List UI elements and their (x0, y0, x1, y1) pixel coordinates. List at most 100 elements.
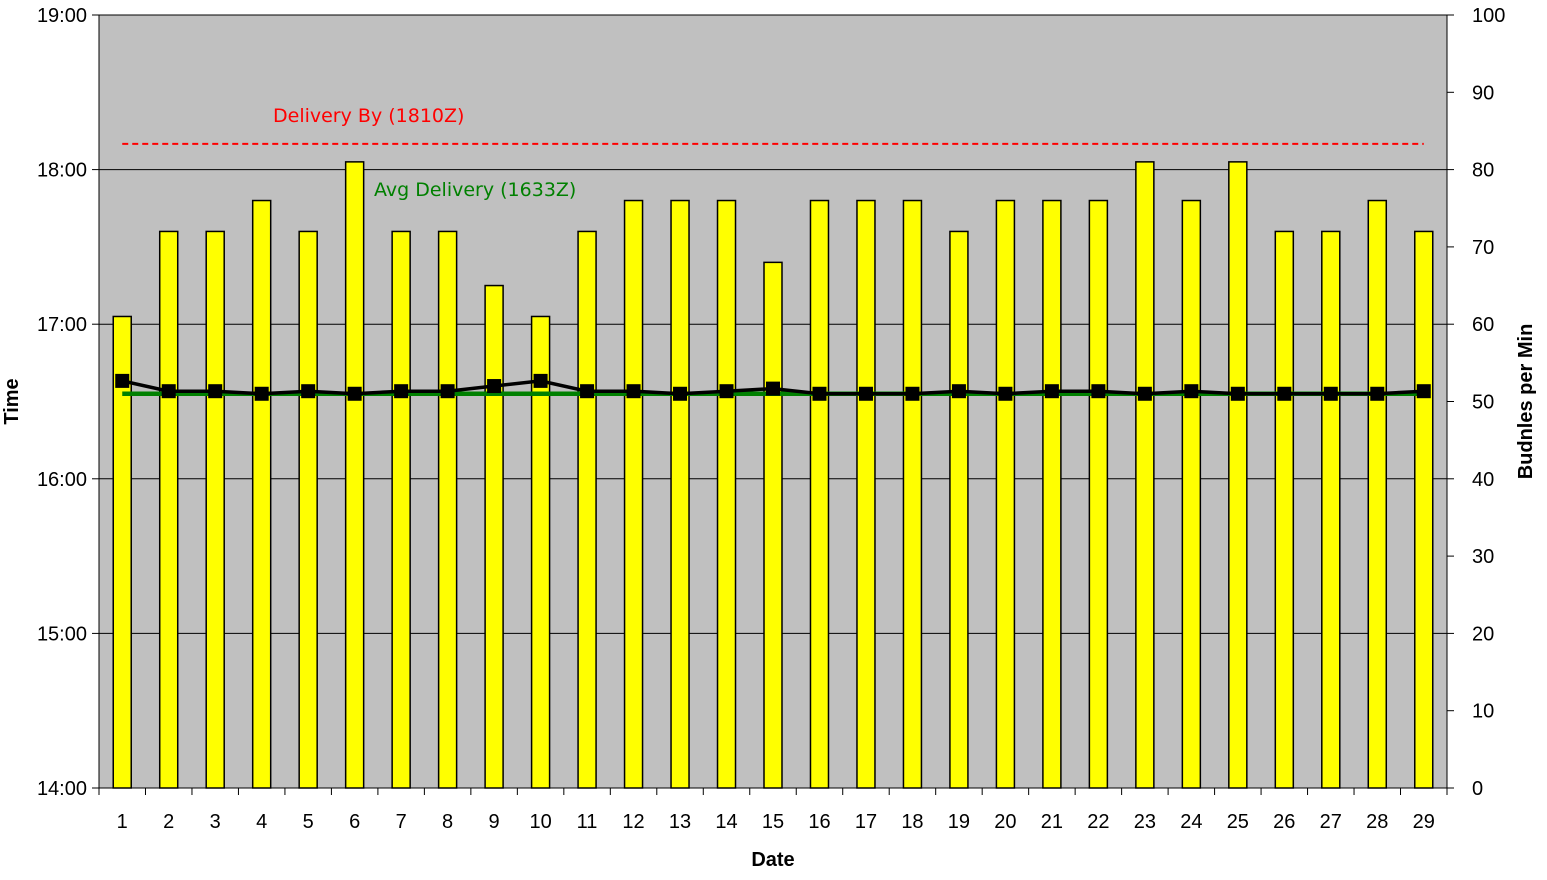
x-tick-label: 24 (1180, 811, 1202, 833)
data-point-marker (1370, 386, 1385, 401)
data-point-marker (1137, 386, 1152, 401)
x-tick-label: 9 (489, 811, 500, 833)
left-y-axis-title: Time (1, 378, 23, 424)
data-point-marker (487, 379, 502, 394)
data-point-marker (301, 384, 316, 399)
x-tick-label: 11 (577, 811, 598, 833)
x-tick-label: 18 (901, 811, 923, 833)
axis-labels: 14:00 15:00 16:00 17:00 18:00 19:00 0 10 20 30 40 5… (37, 5, 1505, 833)
x-tick-label: 7 (396, 811, 407, 833)
line-series (115, 373, 1431, 401)
bar (1088, 199, 1109, 789)
data-point-marker (580, 384, 595, 399)
left-tick-label: 14:00 (37, 778, 87, 800)
data-point-marker (347, 386, 362, 401)
bar (763, 261, 783, 789)
data-point-marker (394, 384, 409, 399)
x-tick-label: 5 (303, 811, 314, 833)
data-point-marker (161, 384, 176, 399)
bar (1228, 161, 1248, 789)
x-tick-label: 23 (1134, 811, 1156, 833)
bar (716, 199, 737, 789)
bar (670, 199, 690, 789)
right-tick-label: 10 (1472, 701, 1494, 723)
x-tick-label: 4 (256, 811, 267, 833)
x-tick-label: 13 (669, 811, 691, 833)
data-point-marker (1044, 384, 1059, 399)
bar (1414, 230, 1434, 789)
bar (251, 199, 272, 789)
x-tick-label: 19 (948, 811, 970, 833)
bar (437, 230, 458, 789)
data-point-marker (1184, 384, 1199, 399)
data-point-marker (858, 386, 873, 401)
x-tick-label: 16 (808, 811, 830, 833)
left-tick-label: 19:00 (37, 5, 87, 27)
delivery-by-label: Delivery By (1810Z) (273, 105, 464, 127)
data-point-marker (673, 386, 688, 401)
right-y-axis-title: Budnles per Min (1515, 324, 1537, 480)
x-tick-label: 20 (994, 811, 1016, 833)
bar (1367, 199, 1388, 789)
x-tick-label: 3 (210, 811, 221, 833)
right-tick-label: 70 (1472, 237, 1494, 259)
x-tick-label: 15 (762, 811, 784, 833)
data-point-marker (1091, 384, 1106, 399)
right-tick-label: 20 (1472, 623, 1494, 645)
data-point-marker (719, 384, 734, 399)
bar (205, 230, 225, 789)
right-tick-label: 80 (1472, 160, 1494, 182)
data-point-marker (766, 381, 780, 396)
x-tick-label: 22 (1087, 811, 1109, 833)
bar (623, 199, 644, 789)
x-tick-label: 25 (1227, 811, 1249, 833)
bar (577, 230, 597, 789)
data-point-marker (254, 386, 269, 401)
bar (1135, 161, 1155, 789)
right-tick-label: 50 (1472, 392, 1494, 414)
bar-series (112, 161, 1434, 789)
right-tick-label: 60 (1472, 314, 1494, 336)
data-point-marker (626, 384, 641, 399)
avg-delivery-label: Avg Delivery (1633Z) (374, 179, 576, 201)
left-tick-label: 16:00 (37, 469, 87, 491)
right-tick-label: 90 (1472, 82, 1494, 104)
right-tick-label: 100 (1472, 5, 1505, 27)
data-point-marker (115, 373, 130, 388)
plot-border (98, 14, 1448, 789)
x-tick-label: 6 (349, 811, 360, 833)
bar (344, 161, 365, 789)
x-tick-label: 10 (529, 811, 551, 833)
x-tick-label: 1 (117, 811, 128, 833)
x-tick-label: 14 (715, 811, 737, 833)
x-tick-label: 12 (622, 811, 644, 833)
data-point-marker (998, 386, 1013, 401)
x-tick-label: 2 (163, 811, 174, 833)
bar (949, 230, 969, 789)
left-tick-label: 17:00 (37, 314, 87, 336)
x-tick-label: 21 (1041, 811, 1063, 833)
data-point-marker (208, 384, 223, 399)
bar (1321, 230, 1341, 789)
left-tick-label: 15:00 (37, 623, 87, 645)
x-axis-title: Date (751, 849, 794, 871)
data-point-marker (951, 384, 966, 399)
left-tick-label: 18:00 (37, 160, 87, 182)
data-point-marker (1323, 386, 1338, 401)
data-point-marker (1416, 384, 1431, 399)
data-point-marker (905, 386, 920, 401)
x-tick-label: 26 (1273, 811, 1295, 833)
bar (995, 199, 1016, 789)
right-tick-label: 40 (1472, 469, 1494, 491)
bar (1042, 199, 1062, 789)
bar (158, 230, 179, 789)
bar (298, 230, 318, 789)
x-tick-label: 29 (1413, 811, 1435, 833)
bar (1181, 199, 1202, 789)
data-point-marker (1277, 386, 1292, 401)
data-point-marker (440, 384, 455, 399)
axes (92, 14, 1454, 795)
data-point-marker (812, 386, 827, 401)
bar (902, 199, 923, 789)
